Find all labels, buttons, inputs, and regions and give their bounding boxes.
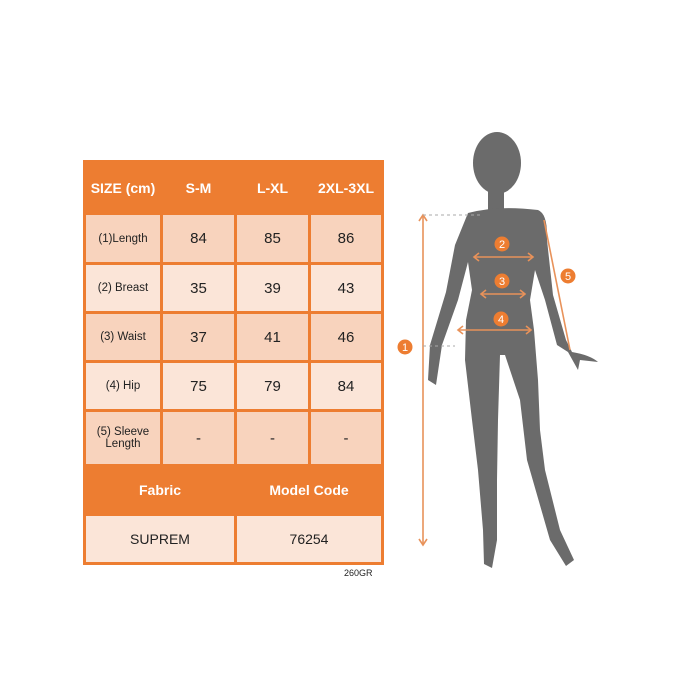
woman-silhouette [428, 132, 598, 569]
table-row: (2) Breast 35 39 43 [83, 262, 384, 314]
cell: 37 [160, 311, 237, 363]
size-col-2xl-3xl: 2XL-3XL [308, 160, 384, 215]
model-code-label: Model Code [234, 464, 384, 516]
cell: 85 [234, 212, 311, 265]
header-row: SIZE (cm) S-M L-XL 2XL-3XL [83, 160, 384, 215]
cell: 75 [160, 360, 237, 412]
weight-note: 260GR [344, 568, 373, 578]
measurement-markers: 1 2 3 4 5 [397, 236, 576, 355]
cell: 41 [234, 311, 311, 363]
marker-3-icon: 3 [494, 273, 510, 289]
cell: 84 [308, 360, 384, 412]
measurement-arrows [418, 213, 571, 547]
cell: 46 [308, 311, 384, 363]
fabric-value-row: SUPREM 76254 [83, 513, 384, 565]
table-row: (1)Length 84 85 86 [83, 212, 384, 265]
table-row: (4) Hip 75 79 84 [83, 360, 384, 412]
row-label: (3) Waist [83, 311, 163, 363]
cell: 86 [308, 212, 384, 265]
cell: 39 [234, 262, 311, 314]
cell: 35 [160, 262, 237, 314]
fabric-label: Fabric [83, 464, 237, 516]
table-row: (3) Waist 37 41 46 [83, 311, 384, 363]
svg-text:3: 3 [499, 276, 505, 288]
model-code-value: 76254 [234, 513, 384, 565]
cell: 43 [308, 262, 384, 314]
table-row: (5) Sleeve Length - - - [83, 409, 384, 467]
size-col-l-xl: L-XL [234, 160, 311, 215]
marker-5-icon: 5 [560, 268, 576, 284]
row-label: (4) Hip [83, 360, 163, 412]
fabric-header-row: Fabric Model Code [83, 464, 384, 516]
row-label: (5) Sleeve Length [83, 409, 163, 467]
svg-text:2: 2 [499, 239, 505, 251]
cell: - [234, 409, 311, 467]
cell: - [160, 409, 237, 467]
svg-text:1: 1 [402, 342, 408, 354]
size-header: SIZE (cm) [83, 160, 163, 215]
cell: 79 [234, 360, 311, 412]
marker-1-icon: 1 [397, 339, 413, 355]
row-label: (1)Length [83, 212, 163, 265]
cell: - [308, 409, 384, 467]
size-chart-table: SIZE (cm) S-M L-XL 2XL-3XL (1)Length 84 … [83, 160, 384, 565]
size-col-s-m: S-M [160, 160, 237, 215]
svg-text:4: 4 [498, 314, 504, 326]
marker-4-icon: 4 [493, 311, 509, 327]
cell: 84 [160, 212, 237, 265]
svg-text:5: 5 [565, 271, 571, 283]
marker-2-icon: 2 [494, 236, 510, 252]
fabric-value: SUPREM [83, 513, 237, 565]
row-label: (2) Breast [83, 262, 163, 314]
